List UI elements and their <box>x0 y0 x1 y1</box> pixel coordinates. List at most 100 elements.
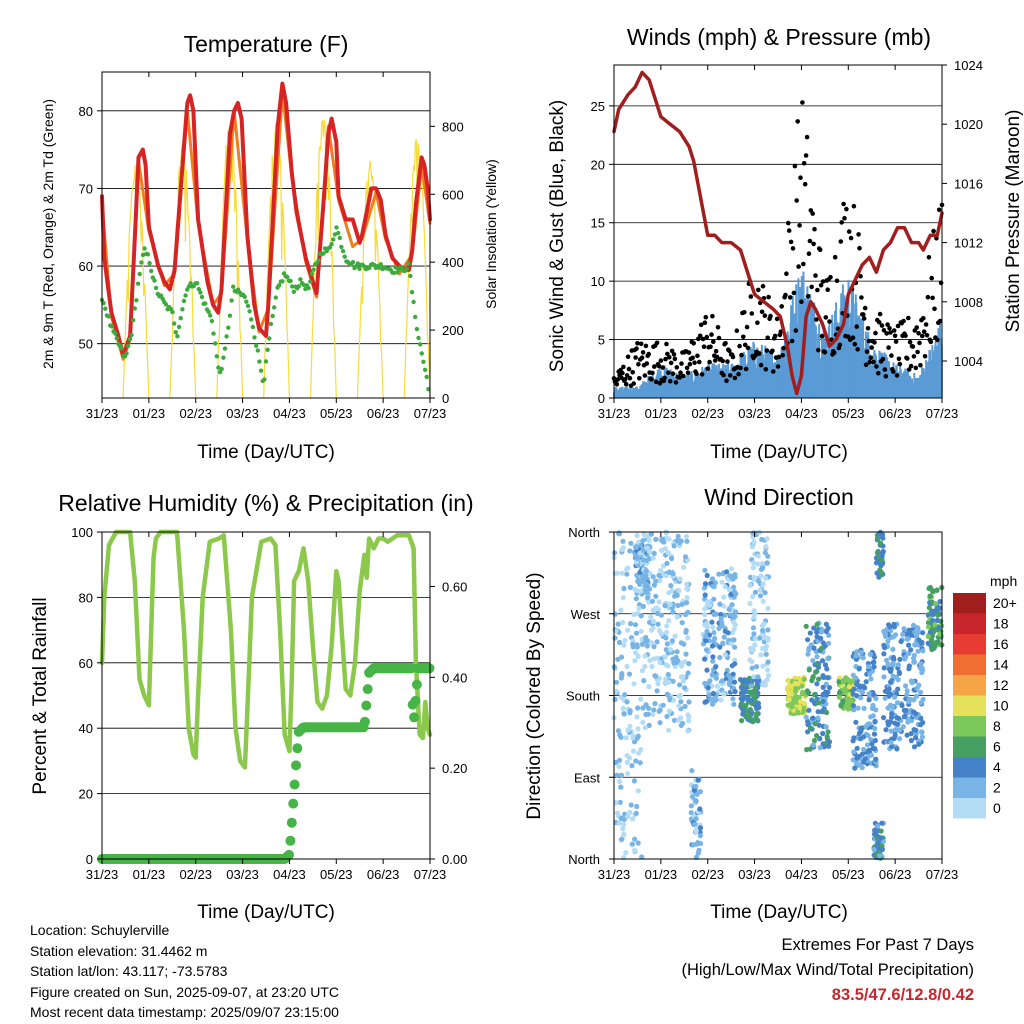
x-tick-label: 02/23 <box>179 406 212 421</box>
direction-point <box>927 629 934 635</box>
dewpoint-point <box>408 273 413 279</box>
direction-point <box>892 732 898 739</box>
direction-point <box>749 544 755 550</box>
direction-point <box>869 741 875 747</box>
precip-y-label: 0.40 <box>442 670 467 685</box>
pressure-line <box>612 70 944 396</box>
legend-label: 6 <box>993 739 1001 755</box>
direction-point <box>716 571 722 577</box>
precip-point <box>291 760 301 771</box>
x-tick-label: 31/23 <box>598 406 631 421</box>
direction-point <box>688 803 695 809</box>
gust-point <box>741 334 746 340</box>
gust-point <box>804 134 810 140</box>
gust-point <box>790 246 796 251</box>
direction-point <box>852 765 858 771</box>
gust-point <box>872 340 877 345</box>
direction-point <box>710 701 716 707</box>
direction-point <box>925 624 932 630</box>
gust-point <box>812 226 817 232</box>
gust-point <box>794 198 799 203</box>
gust-point <box>692 360 697 366</box>
temperature-title: Temperature (F) <box>184 31 349 57</box>
direction-point <box>754 711 760 717</box>
direction-point <box>885 661 891 668</box>
gust-point <box>743 366 749 372</box>
direction-point <box>642 725 648 731</box>
direction-point <box>682 554 689 560</box>
direction-point <box>625 727 631 733</box>
direction-point <box>657 659 663 666</box>
dewpoint-point <box>119 346 124 351</box>
direction-point <box>871 654 878 660</box>
gust-point <box>800 100 805 105</box>
direction-point <box>786 683 793 690</box>
direction-point <box>812 721 818 727</box>
solar-y-label: 600 <box>442 187 464 202</box>
dewpoint-point <box>391 270 397 275</box>
direction-point <box>644 545 650 551</box>
x-tick-label: 07/23 <box>414 406 447 421</box>
direction-point <box>758 566 765 572</box>
direction-point <box>704 628 710 634</box>
direction-point <box>650 574 656 580</box>
dewpoint-point <box>180 307 185 312</box>
direction-point <box>861 734 867 740</box>
x-tick-label: 31/23 <box>86 406 119 421</box>
direction-point <box>824 709 830 716</box>
dewpoint-point <box>203 301 208 306</box>
direction-point <box>650 711 656 718</box>
direction-point <box>657 568 664 574</box>
direction-point <box>629 841 635 847</box>
direction-point <box>886 686 892 692</box>
direction-point <box>883 727 889 733</box>
gust-point <box>906 315 911 321</box>
direction-point <box>762 590 768 596</box>
gust-point <box>732 375 738 381</box>
extremes-subtitle: (High/Low/Max Wind/Total Precipitation) <box>681 961 974 979</box>
direction-point <box>811 692 818 698</box>
dewpoint-point <box>209 318 215 324</box>
direction-point <box>730 671 736 677</box>
direction-point <box>886 622 892 628</box>
extremes-box: Extremes For Past 7 Days (High/Low/Max W… <box>681 933 974 1008</box>
direction-point <box>674 614 680 620</box>
direction-point <box>873 707 879 713</box>
direction-point <box>644 643 650 649</box>
direction-point <box>805 690 812 696</box>
direction-point <box>638 613 644 619</box>
direction-point <box>720 640 726 646</box>
gust-point <box>915 349 920 355</box>
direction-point <box>851 686 857 692</box>
direction-point <box>621 831 627 837</box>
direction-point <box>755 561 761 567</box>
direction-point <box>895 662 901 668</box>
direction-point <box>665 671 671 678</box>
direction-point <box>664 691 670 697</box>
dewpoint-point <box>298 277 303 282</box>
gust-point <box>660 365 665 370</box>
direction-point <box>719 622 725 628</box>
direction-point <box>666 590 672 596</box>
gust-point <box>913 365 919 371</box>
gust-point <box>793 328 799 333</box>
legend-label: 14 <box>993 657 1009 673</box>
dewpoint-point <box>309 271 315 277</box>
x-tick-label: 03/23 <box>226 867 259 882</box>
direction-point <box>920 648 926 654</box>
direction-point <box>654 639 660 645</box>
direction-point <box>856 730 863 737</box>
gust-point <box>929 275 934 281</box>
dewpoint-point <box>301 282 306 287</box>
humidity-xlabel: Time (Day/UTC) <box>197 902 335 923</box>
gust-point <box>905 356 910 361</box>
direction-point <box>825 729 831 735</box>
direction-point <box>880 535 886 541</box>
gust-point <box>802 181 808 187</box>
direction-point <box>685 712 691 718</box>
direction-point <box>915 648 921 654</box>
direction-point <box>646 684 652 690</box>
gust-point <box>694 371 699 377</box>
pressure-y-label: 1016 <box>954 176 983 191</box>
direction-point <box>861 705 867 712</box>
